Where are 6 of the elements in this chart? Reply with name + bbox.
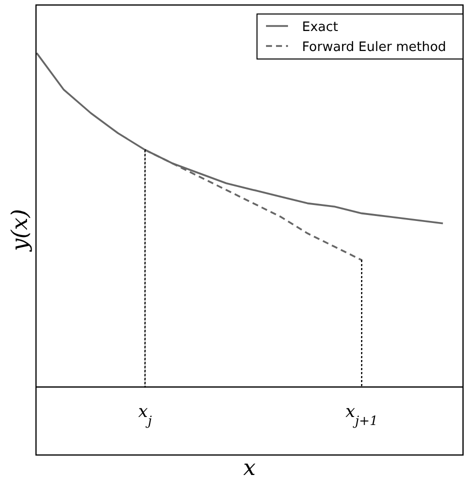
x-tick-label: x$_{j+1}$ bbox=[345, 402, 378, 428]
legend-label: Forward Euler method bbox=[302, 40, 446, 55]
legend-label: Exact bbox=[302, 20, 338, 35]
y-axis-title: y(x) bbox=[8, 208, 33, 252]
x-tick-label: x$_{j}$ bbox=[138, 402, 152, 428]
x-axis-title: x bbox=[243, 456, 256, 479]
